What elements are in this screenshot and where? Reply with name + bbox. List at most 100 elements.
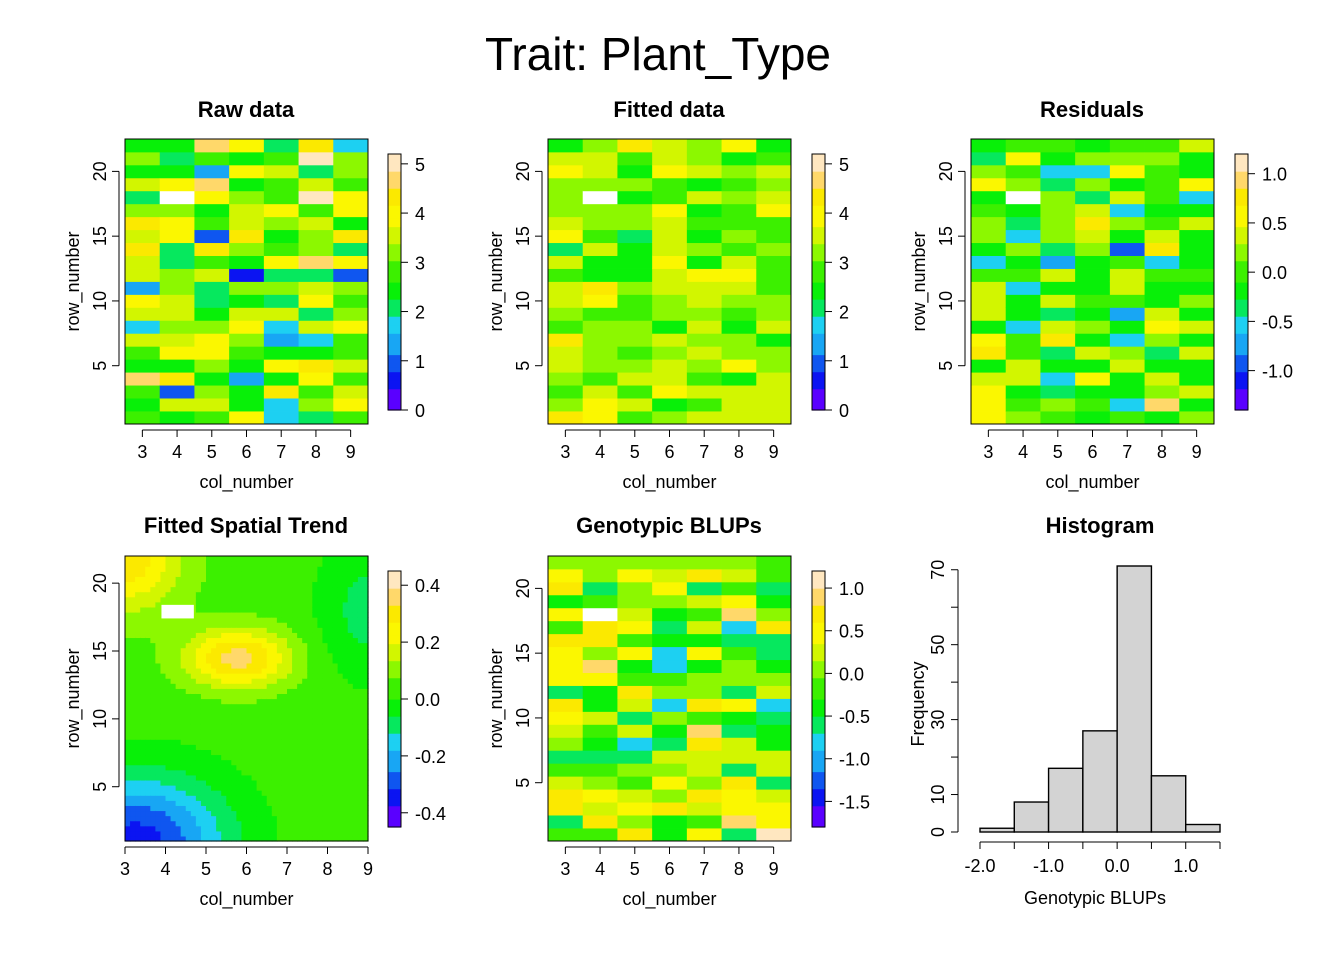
trend-cell (322, 586, 329, 593)
trend-cell (297, 652, 303, 659)
trend-cell (302, 754, 308, 761)
trend-cell (160, 830, 167, 837)
trend-cell (190, 576, 197, 583)
heatmap-cell (1005, 281, 1041, 295)
trend-cell (322, 825, 329, 832)
trend-cell (302, 830, 308, 837)
trend-cell (185, 790, 192, 796)
legend-tick-label: 0.4 (415, 576, 440, 596)
trend-cell (317, 601, 324, 608)
trend-cell (281, 647, 288, 654)
trend-cell (261, 556, 268, 562)
trend-cell (332, 744, 339, 750)
legend-color-step (388, 252, 401, 257)
heatmap-cell (333, 411, 369, 425)
trend-cell (362, 647, 369, 654)
trend-cell (231, 662, 237, 669)
trend-cell (216, 591, 222, 598)
trend-cell (297, 779, 303, 786)
legend-color-step (1235, 260, 1248, 266)
trend-cell (332, 815, 339, 822)
trend-cell (160, 576, 167, 583)
trend-cell (216, 734, 222, 740)
trend-cell (317, 678, 324, 684)
trend-cell (200, 632, 207, 639)
trend-cell (231, 566, 237, 572)
trend-cell (195, 698, 202, 705)
trend-cell (292, 652, 298, 659)
trend-cell (226, 810, 232, 817)
legend-color-step (812, 392, 825, 398)
trend-cell (165, 591, 172, 598)
trend-cell (221, 652, 227, 659)
trend-cell (226, 683, 232, 689)
trend-cell (160, 581, 167, 588)
trend-cell (302, 632, 308, 639)
heatmap-cell (1040, 398, 1076, 412)
legend-color-step (388, 205, 401, 211)
trend-cell (327, 729, 334, 735)
trend-cell (347, 571, 354, 577)
trend-cell (180, 622, 187, 628)
trend-cell (216, 657, 222, 664)
trend-cell (150, 729, 156, 735)
trend-cell (256, 779, 263, 786)
trend-cell (170, 678, 177, 684)
legend-color-step (1235, 188, 1248, 193)
trend-cell (317, 810, 324, 817)
heatmap-cell (1144, 398, 1180, 412)
trend-cell (312, 611, 318, 618)
trend-cell (271, 617, 278, 623)
legend-color-step (812, 200, 825, 206)
trend-cell (261, 566, 268, 572)
heatmap-cell (194, 190, 230, 205)
trend-cell (251, 586, 258, 593)
y-tick-label: 10 (90, 291, 110, 311)
trend-cell (175, 622, 182, 628)
trend-cell (195, 617, 202, 623)
trend-cell (150, 596, 156, 603)
trend-cell (140, 662, 146, 669)
trend-cell (226, 688, 232, 695)
trend-cell (347, 678, 354, 684)
heatmap-cell (548, 372, 584, 386)
trend-cell (352, 754, 359, 761)
trend-cell (145, 566, 151, 572)
heatmap-cell (333, 242, 369, 256)
trend-cell (246, 667, 253, 674)
heatmap-cell (652, 750, 688, 764)
trend-cell (185, 657, 192, 664)
trend-cell (241, 678, 248, 684)
trend-cell (292, 698, 298, 705)
trend-cell (216, 642, 222, 649)
y-tick-label: 15 (513, 226, 533, 246)
trend-cell (170, 571, 177, 577)
trend-cell (180, 815, 187, 822)
trend-cell (180, 662, 187, 669)
trend-cell (130, 622, 136, 628)
trend-cell (241, 617, 248, 623)
trend-cell (266, 571, 273, 577)
trend-cell (302, 779, 308, 786)
trend-cell (271, 769, 278, 776)
trend-cell (251, 642, 258, 649)
trend-cell (211, 611, 217, 618)
x-tick-label: 4 (160, 859, 170, 879)
trend-cell (195, 703, 202, 710)
trend-cell (200, 734, 207, 740)
trend-cell (195, 622, 202, 628)
trend-cell (287, 835, 293, 842)
trend-cell (135, 779, 141, 786)
trend-cell (281, 835, 288, 842)
trend-cell (175, 581, 182, 588)
trend-cell (211, 601, 217, 608)
trend-cell (347, 601, 354, 608)
trend-cell (150, 703, 156, 710)
legend-color-step (388, 767, 401, 773)
trend-cell (175, 662, 182, 669)
trend-cell (150, 830, 156, 837)
trend-cell (261, 759, 268, 766)
trend-cell (332, 774, 339, 781)
heatmap-cell (548, 320, 584, 334)
trend-cell (241, 673, 248, 679)
